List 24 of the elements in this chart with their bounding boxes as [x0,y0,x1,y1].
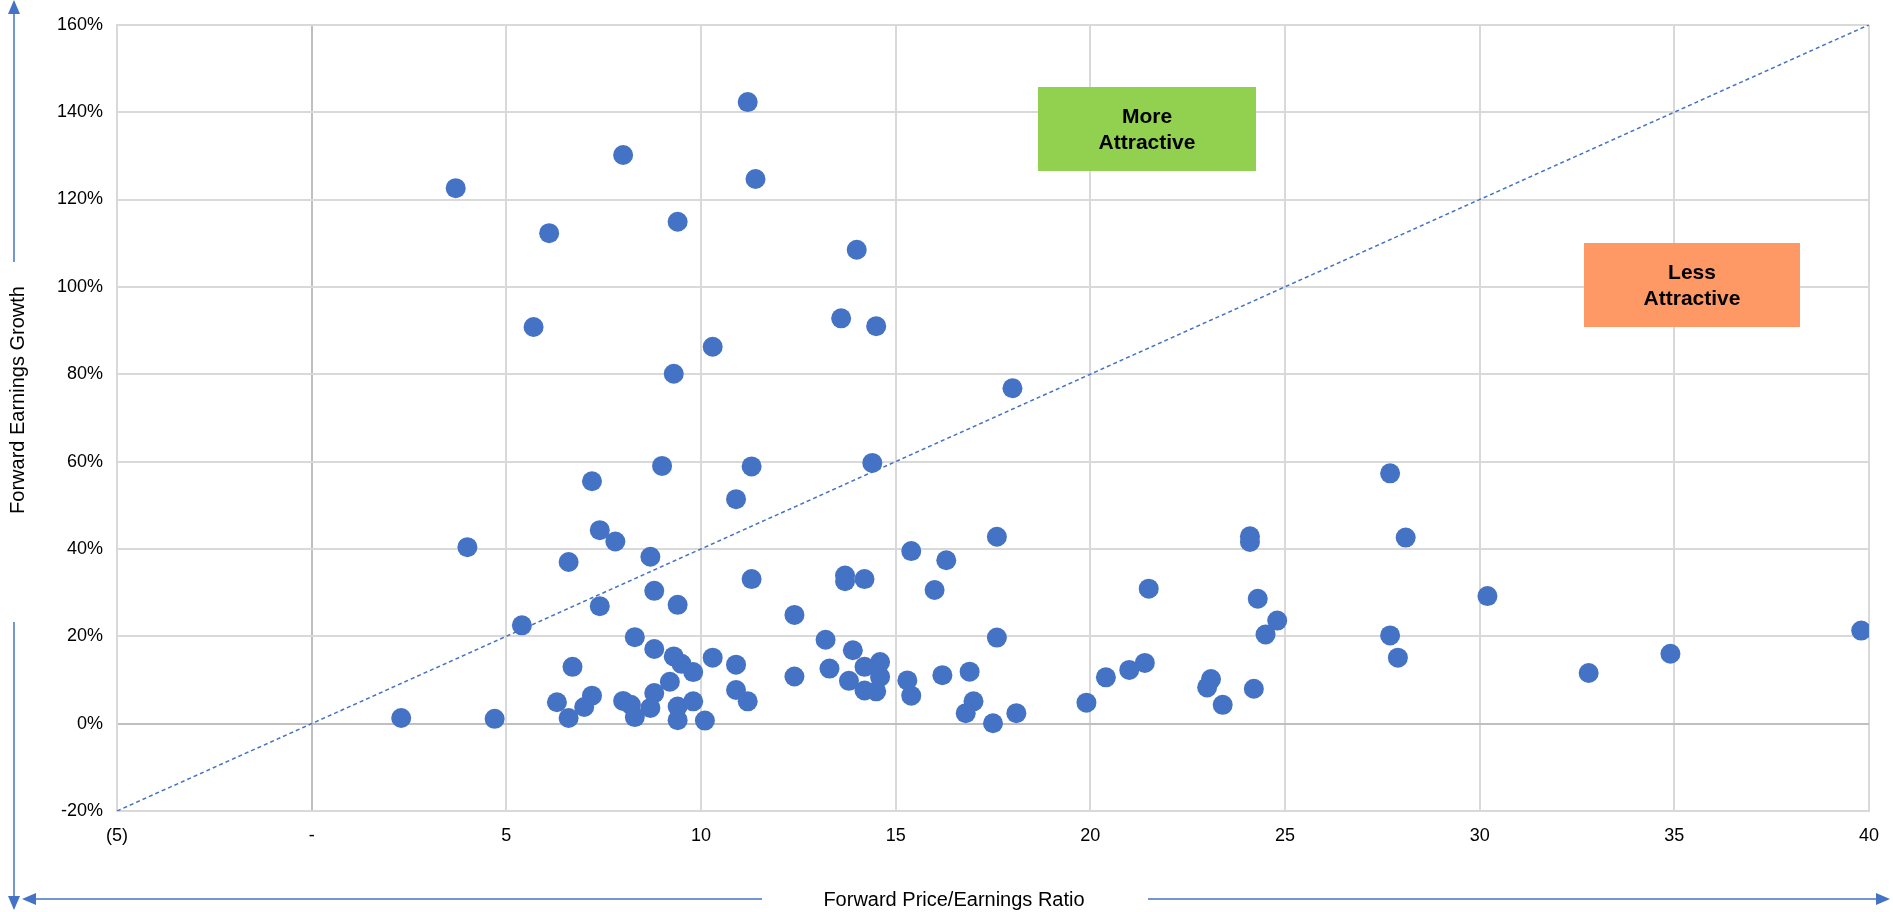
x-tick-label: 30 [1469,824,1490,845]
y-tick-label: 140% [56,101,103,122]
y-tick-label: 20% [66,625,103,646]
y-tick-label: 0% [76,712,103,733]
y-tick-label: 80% [66,363,103,384]
x-tick-label: 10 [690,824,712,845]
y-tick-label: 40% [66,537,103,558]
x-tick-label: 20 [1080,824,1101,845]
x-tick-label: 35 [1664,824,1685,845]
y-tick-label: 100% [56,275,103,296]
x-tick-label: 5 [501,824,512,845]
x-tick-label: 15 [885,824,906,845]
x-tick-label: 40 [1858,824,1879,845]
label-box: More Attractive [1038,87,1256,171]
y-tick-label: -20% [60,799,103,820]
x-tick-label: (5) [106,824,128,845]
x-tick-label: - [308,824,315,845]
x-tick-label: 25 [1274,824,1296,845]
x-axis-title: Forward Price/Earnings Ratio [823,888,1085,911]
y-tick-label: 160% [56,13,103,34]
y-axis-title: Forward Earnings Growth [5,286,29,514]
label-box: Less Attractive [1584,243,1800,327]
y-tick-label: 120% [56,188,103,209]
y-tick-label: 60% [66,450,103,471]
